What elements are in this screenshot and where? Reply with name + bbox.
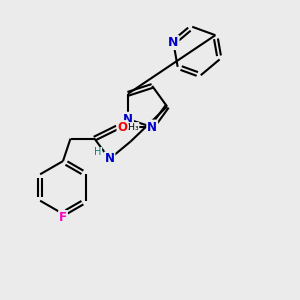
Text: N: N xyxy=(104,152,115,166)
Text: CH₃: CH₃ xyxy=(122,122,139,131)
Text: N: N xyxy=(147,121,157,134)
Text: O: O xyxy=(117,121,128,134)
Text: N: N xyxy=(123,113,133,126)
Text: F: F xyxy=(59,211,67,224)
Text: N: N xyxy=(168,36,178,49)
Text: H: H xyxy=(94,147,102,158)
